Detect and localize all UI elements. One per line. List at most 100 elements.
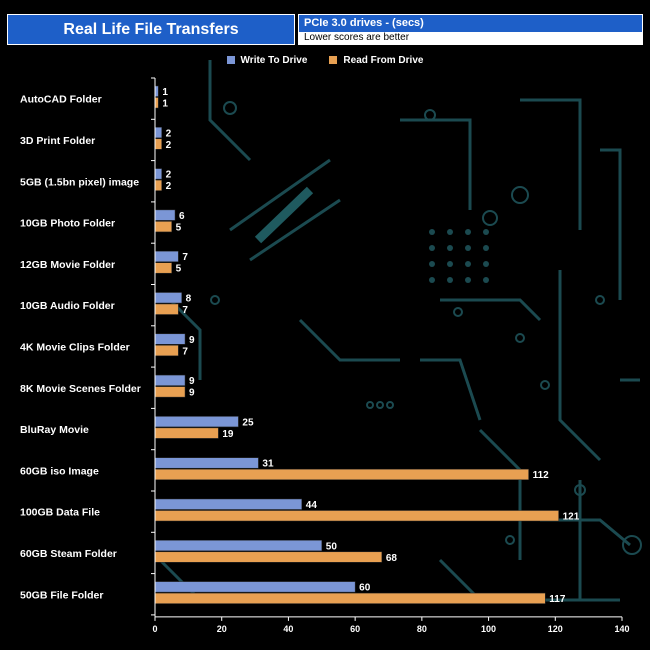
value-label-write: 25	[242, 417, 254, 428]
value-label-write: 9	[189, 335, 195, 346]
value-label-write: 7	[182, 252, 188, 263]
bar-read	[154, 262, 172, 274]
bar-write	[154, 540, 323, 552]
value-label-write: 50	[326, 541, 338, 552]
subtitle-box: PCIe 3.0 drives - (secs) Lower scores ar…	[298, 14, 643, 45]
x-tick-label: 120	[548, 624, 563, 634]
category-labels: AutoCAD Folder 3D Print Folder 5GB (1.5bn …	[20, 94, 141, 602]
circuit-trace	[440, 298, 542, 322]
category-label: 5GB (1.5bn pixel) image	[20, 176, 139, 188]
category-label: BluRay Movie	[20, 424, 89, 436]
category-label: 60GB iso Image	[20, 465, 99, 477]
bar-read	[154, 468, 529, 480]
chart-subtitle: PCIe 3.0 drives - (secs)	[299, 15, 642, 32]
circuit-trace	[254, 186, 314, 244]
bar-write	[154, 250, 179, 262]
category-label: 10GB Audio Folder	[20, 300, 115, 312]
category-label: 60GB Steam Folder	[20, 548, 117, 560]
value-label-read: 2	[166, 181, 172, 192]
bar-read	[154, 221, 172, 233]
category-label: 10GB Photo Folder	[20, 218, 115, 230]
circuit-pad	[447, 277, 453, 283]
bar-write	[154, 581, 356, 593]
category-label: 50GB File Folder	[20, 589, 103, 601]
circuit-pad	[429, 229, 435, 235]
chart-title: Real Life File Transfers	[7, 14, 295, 45]
circuit-node	[511, 186, 529, 204]
circuit-pad	[429, 245, 435, 251]
circuit-pad	[483, 261, 489, 267]
legend-label-read: Read From Drive	[343, 54, 424, 66]
circuit-background	[158, 60, 642, 602]
bar-read	[154, 510, 559, 522]
chart-note: Lower scores are better	[299, 32, 642, 44]
circuit-pad	[483, 245, 489, 251]
bar-write	[154, 416, 239, 428]
x-tick-label: 100	[481, 624, 496, 634]
bar-read	[154, 592, 546, 604]
legend-label-write: Write To Drive	[240, 54, 308, 66]
bar-write	[154, 168, 162, 180]
bar-write	[154, 457, 259, 469]
bar-write	[154, 209, 176, 221]
circuit-trace	[420, 358, 482, 421]
value-label-write: 1	[162, 87, 168, 98]
value-label-write: 60	[359, 583, 371, 594]
circuit-node	[482, 210, 498, 226]
bar-write	[154, 333, 186, 345]
x-tick-label: 80	[417, 624, 427, 634]
bar-read	[154, 345, 179, 357]
circuit-node	[515, 333, 525, 343]
bar-read	[154, 386, 186, 398]
value-label-read: 2	[166, 140, 172, 151]
value-label-write: 6	[179, 211, 185, 222]
circuit-pad	[447, 261, 453, 267]
value-label-read: 121	[563, 512, 580, 523]
circuit-trace	[540, 518, 631, 547]
legend-swatch-write	[226, 56, 235, 64]
circuit-pad	[447, 229, 453, 235]
value-label-write: 2	[166, 128, 172, 139]
circuit-pad	[483, 277, 489, 283]
category-label: 8K Movie Scenes Folder	[20, 383, 141, 395]
bar-write	[154, 498, 303, 510]
x-tick-label: 0	[152, 624, 157, 634]
bar-read	[154, 97, 159, 109]
circuit-pad	[465, 245, 471, 251]
value-label-read: 5	[176, 222, 182, 233]
value-label-write: 2	[166, 170, 172, 181]
circuit-trace	[400, 118, 472, 210]
circuit-node	[595, 295, 605, 305]
circuit-pad	[447, 245, 453, 251]
circuit-pad	[429, 261, 435, 267]
category-label: 12GB Movie Folder	[20, 259, 115, 271]
circuit-trace	[558, 270, 602, 462]
bar-read	[154, 303, 179, 315]
value-label-read: 68	[386, 553, 398, 564]
circuit-node	[622, 535, 642, 555]
circuit-trace	[249, 198, 341, 262]
bar-write	[154, 127, 162, 139]
circuit-trace	[298, 318, 400, 362]
bar-write	[154, 292, 182, 304]
value-label-read: 117	[549, 594, 566, 605]
circuit-pad	[429, 277, 435, 283]
legend: Write To Drive Read From Drive	[0, 53, 650, 67]
circuit-trace	[520, 98, 582, 230]
circuit-node	[386, 401, 394, 409]
bar-read	[154, 138, 162, 150]
category-label: 100GB Data File	[20, 507, 100, 519]
circuit-pad	[465, 261, 471, 267]
circuit-pad	[465, 229, 471, 235]
value-label-read: 7	[182, 305, 188, 316]
legend-swatch-read	[329, 56, 338, 64]
circuit-node	[210, 295, 220, 305]
x-tick-label: 20	[217, 624, 227, 634]
value-label-read: 7	[182, 346, 188, 357]
bar-read	[154, 427, 219, 439]
circuit-node	[574, 484, 586, 496]
value-label-write: 31	[262, 459, 274, 470]
circuit-trace	[208, 60, 252, 162]
x-tick-label: 140	[614, 624, 629, 634]
